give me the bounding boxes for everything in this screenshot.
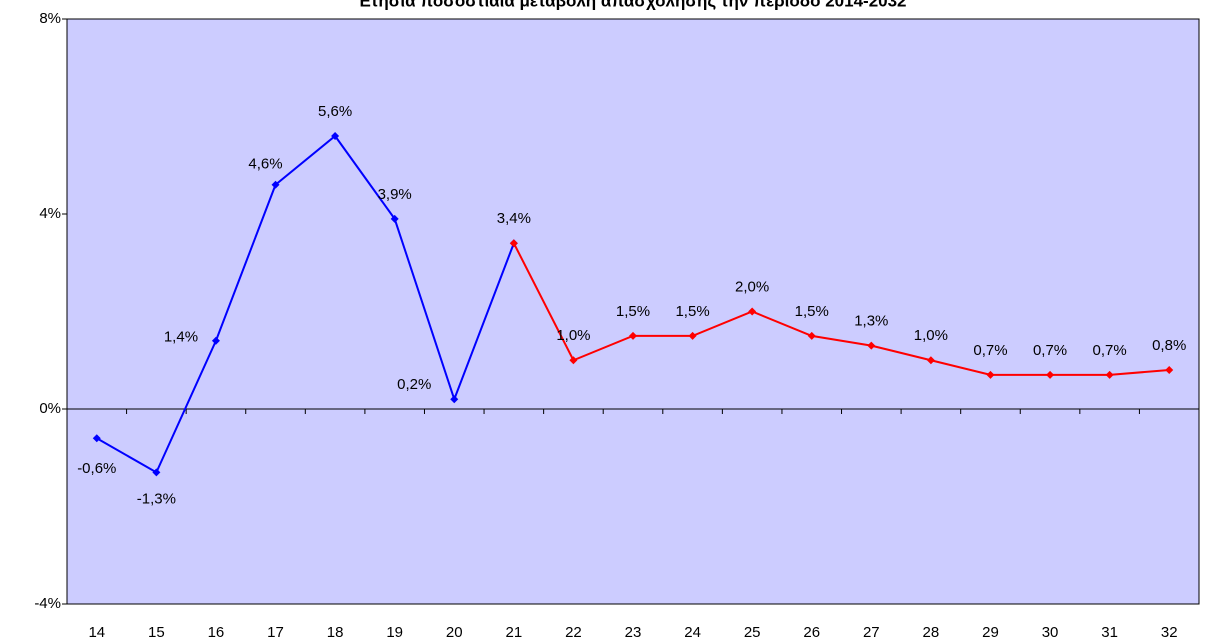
x-tick-label: 15	[148, 624, 165, 641]
y-tick-label: -4%	[34, 595, 61, 612]
data-label: 1,4%	[164, 329, 198, 346]
x-tick-label: 14	[88, 624, 105, 641]
data-point	[926, 356, 935, 365]
data-label: 1,5%	[795, 303, 829, 320]
data-label: 3,9%	[378, 186, 412, 203]
x-tick-label: 21	[505, 624, 522, 641]
data-label: 3,4%	[497, 210, 531, 227]
chart-title: Ετήσια ποσοστιαία μεταβολή απασχόλησης τ…	[359, 0, 906, 10]
data-label: -0,6%	[77, 460, 116, 477]
x-tick-label: 30	[1042, 624, 1059, 641]
data-point	[629, 331, 637, 340]
x-tick-label: 24	[684, 624, 701, 641]
x-tick-label: 28	[923, 624, 940, 641]
x-tick-label: 26	[803, 624, 820, 641]
data-label: 1,5%	[675, 303, 709, 320]
data-point	[271, 180, 280, 189]
data-point	[1046, 370, 1055, 379]
data-label: 4,6%	[248, 156, 282, 173]
data-point	[152, 468, 161, 477]
x-tick-label: 18	[327, 624, 344, 641]
y-tick-label: 0%	[39, 400, 61, 417]
data-label: 0,2%	[397, 376, 431, 393]
data-label: 0,7%	[973, 342, 1007, 359]
data-point	[807, 331, 816, 340]
x-tick-label: 29	[982, 624, 999, 641]
x-tick-label: 27	[863, 624, 880, 641]
data-point	[509, 239, 518, 248]
x-tick-label: 20	[446, 624, 463, 641]
data-point	[1165, 366, 1174, 374]
x-tick-label: 17	[267, 624, 284, 641]
data-point	[331, 132, 340, 140]
data-point	[390, 214, 399, 223]
data-label: 5,6%	[318, 103, 352, 120]
series-line	[96, 134, 515, 474]
data-label: 1,5%	[616, 303, 650, 320]
data-point	[92, 434, 101, 443]
data-label: 1,0%	[556, 327, 590, 344]
data-label: 0,7%	[1033, 342, 1067, 359]
data-point	[867, 341, 876, 350]
x-tick-label: 25	[744, 624, 761, 641]
data-label: 1,0%	[914, 327, 948, 344]
data-label: 0,8%	[1152, 337, 1186, 354]
x-tick-label: 32	[1161, 624, 1178, 641]
y-tick-label: 8%	[39, 10, 61, 27]
data-label: -1,3%	[137, 490, 176, 507]
plot-area	[66, 18, 1200, 605]
data-label: 1,3%	[854, 313, 888, 330]
x-tick-label: 31	[1101, 624, 1118, 641]
x-tick-label: 19	[386, 624, 403, 641]
data-label: 0,7%	[1093, 342, 1127, 359]
series-line	[512, 242, 1170, 376]
x-tick-label: 16	[208, 624, 225, 641]
y-tick-label: 4%	[39, 205, 61, 222]
data-label: 2,0%	[735, 278, 769, 295]
x-tick-label: 23	[625, 624, 642, 641]
data-point	[986, 370, 995, 379]
data-point	[748, 307, 757, 316]
data-point	[450, 395, 459, 404]
data-point	[688, 331, 697, 340]
data-point	[1105, 370, 1114, 379]
x-tick-label: 22	[565, 624, 582, 641]
data-point	[569, 356, 578, 365]
data-point	[211, 336, 220, 345]
